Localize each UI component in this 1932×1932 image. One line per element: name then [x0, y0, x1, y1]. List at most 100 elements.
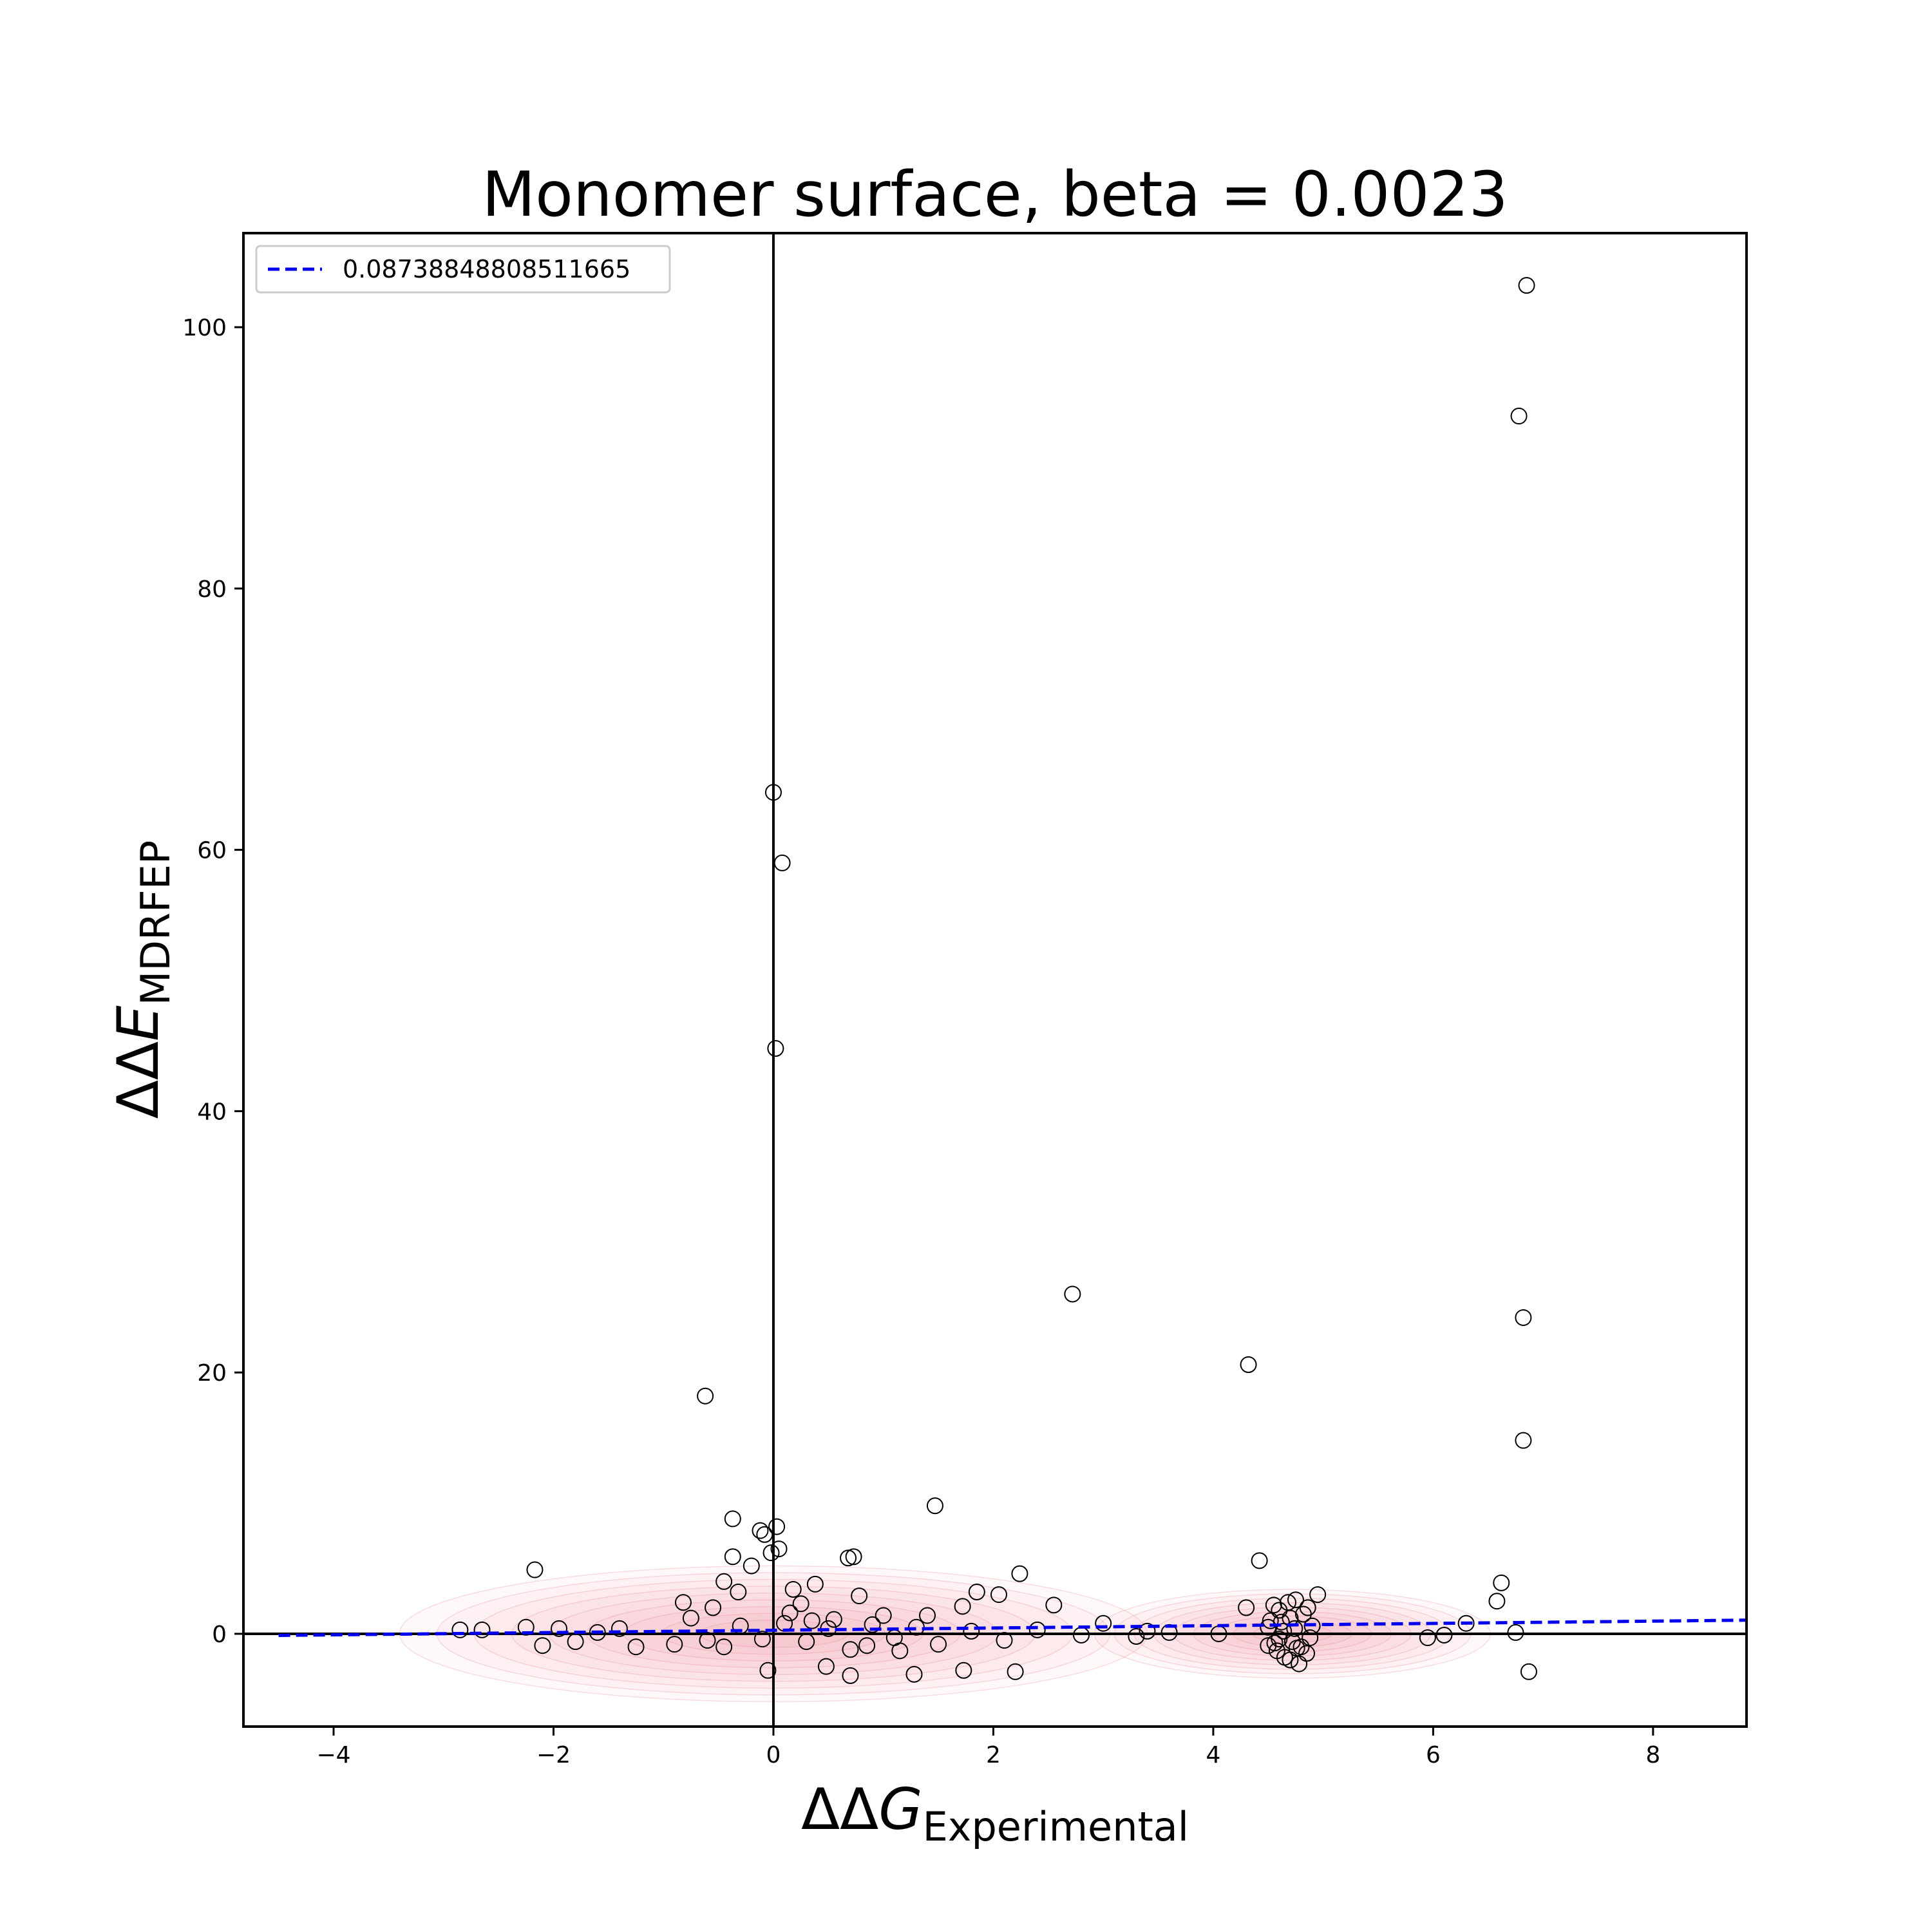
data-point [715, 1573, 733, 1590]
data-point [875, 1607, 892, 1624]
data-point [773, 854, 791, 871]
y-axis-label-subscript: MDRFEP [132, 840, 179, 1006]
data-point [1309, 1586, 1327, 1604]
data-point [1139, 1622, 1156, 1640]
chart-title: Monomer surface, beta = 0.0023 [482, 158, 1508, 231]
reference-lines [243, 233, 1747, 1727]
data-point [666, 1636, 683, 1653]
data-point [589, 1624, 606, 1641]
data-point [781, 1604, 799, 1622]
data-point [926, 1497, 943, 1515]
data-point [1457, 1615, 1475, 1632]
data-point [1507, 1624, 1524, 1641]
data-point [1011, 1565, 1028, 1582]
legend-entry-fit-line: 0.08738848808511665 [343, 255, 630, 283]
data-point [1510, 408, 1528, 425]
data-point [918, 1607, 936, 1624]
data-point [851, 1587, 868, 1605]
x-axis-label-subscript: Experimental [923, 1803, 1189, 1850]
x-axis-ticks: −4 −2 0 2 4 6 8 [316, 1727, 1660, 1768]
data-point [682, 1609, 699, 1627]
data-point [1128, 1628, 1145, 1645]
data-point [996, 1632, 1013, 1649]
x-tick-label: −4 [316, 1742, 350, 1768]
fit-line [278, 1618, 1747, 1637]
legend-box [255, 245, 671, 294]
data-point [715, 1638, 733, 1656]
data-point [905, 1665, 923, 1683]
data-point [817, 1658, 835, 1675]
data-point [517, 1618, 535, 1636]
data-point [1268, 1642, 1285, 1660]
data-point [762, 1544, 780, 1562]
data-point [1435, 1626, 1453, 1643]
data-point [526, 1561, 544, 1578]
data-point [825, 1611, 842, 1628]
data-point [768, 1518, 786, 1535]
data-point [1251, 1552, 1268, 1569]
data-point [1262, 1612, 1279, 1629]
data-point [954, 1598, 971, 1615]
data-point [674, 1594, 692, 1611]
data-point [864, 1616, 881, 1633]
y-axis-label: ΔΔEMDRFEP [105, 840, 179, 1119]
data-point [730, 1584, 747, 1601]
data-point [724, 1510, 741, 1528]
data-point [1273, 1613, 1290, 1631]
x-tick-label: −2 [536, 1742, 571, 1768]
data-point [798, 1633, 815, 1651]
data-point [858, 1637, 876, 1654]
x-tick-label: 8 [1645, 1742, 1660, 1768]
y-tick-label: 20 [197, 1360, 227, 1387]
data-point [699, 1632, 716, 1649]
data-point [1007, 1663, 1024, 1680]
x-axis-label-variable: G [878, 1776, 922, 1842]
data-point [1518, 277, 1535, 294]
data-point [770, 1540, 788, 1558]
data-point [1515, 1309, 1532, 1326]
data-point [803, 1612, 820, 1629]
data-point [1299, 1599, 1316, 1616]
legend: 0.08738848808511665 [255, 245, 671, 294]
data-point [1287, 1591, 1304, 1609]
y-tick-label: 0 [212, 1622, 227, 1648]
data-point [1280, 1594, 1297, 1611]
data-point [1265, 1596, 1282, 1614]
plot-frame [242, 232, 1748, 1728]
data-point [1493, 1574, 1510, 1591]
data-point [1419, 1629, 1436, 1647]
data-point [1045, 1596, 1063, 1614]
data-point [842, 1641, 859, 1658]
data-point [840, 1549, 857, 1567]
data-point [451, 1621, 469, 1638]
data-point [806, 1575, 824, 1593]
data-point [627, 1638, 645, 1656]
data-point [1064, 1285, 1081, 1303]
data-point [1515, 1432, 1532, 1449]
data-point [1302, 1629, 1319, 1647]
y-tick-label: 100 [182, 315, 227, 341]
data-point [1238, 1599, 1255, 1616]
data-point [764, 784, 782, 801]
data-point [784, 1580, 802, 1598]
data-point [743, 1557, 760, 1575]
data-point [767, 1040, 784, 1057]
data-point [473, 1621, 491, 1638]
y-tick-label: 60 [197, 838, 227, 864]
data-point [955, 1662, 972, 1679]
data-point [930, 1636, 947, 1653]
data-point [1240, 1356, 1257, 1374]
scatter-points [451, 277, 1537, 1684]
data-point [756, 1526, 773, 1543]
y-tick-label: 80 [197, 576, 227, 603]
data-point [1488, 1593, 1506, 1610]
y-axis-label-variable: E [105, 1005, 171, 1041]
x-axis-label: ΔΔGExperimental [801, 1776, 1189, 1850]
data-point [724, 1548, 741, 1566]
data-point [611, 1620, 628, 1637]
data-point [792, 1595, 810, 1613]
data-point [1520, 1663, 1537, 1680]
data-point [1095, 1615, 1112, 1632]
data-point [759, 1662, 777, 1679]
